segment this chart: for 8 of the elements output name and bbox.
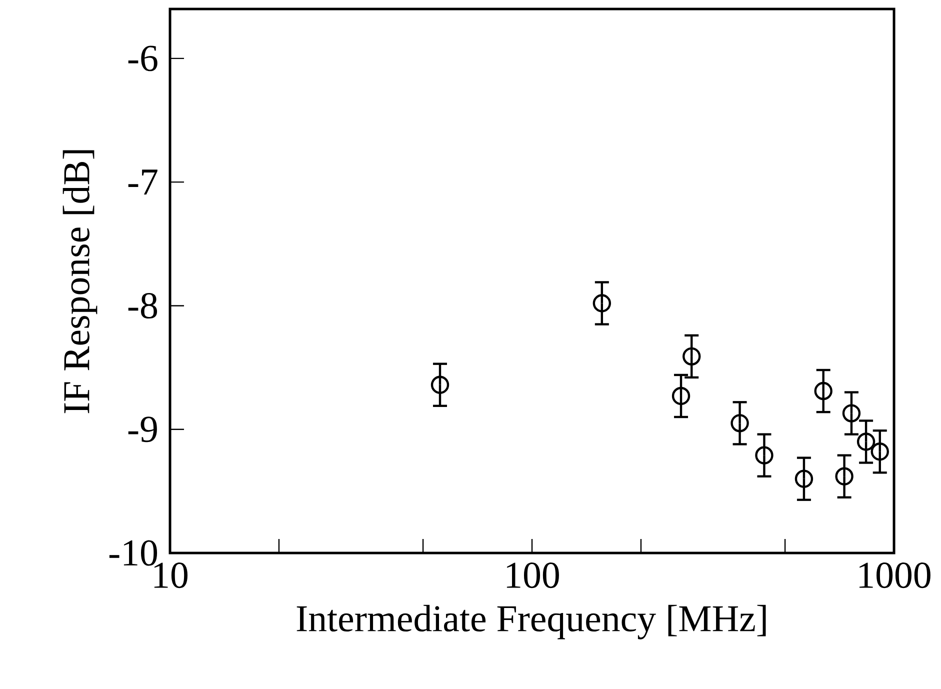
x-axis-title: Intermediate Frequency [MHz]	[296, 604, 766, 640]
y-tick-label: -7	[128, 170, 158, 194]
y-axis-title: IF Response [dB]	[62, 150, 98, 414]
x-tick-label: 1000	[859, 562, 930, 588]
y-tick-label: -8	[128, 292, 158, 318]
y-tick-label: -6	[128, 46, 158, 72]
x-tick-label: 100	[506, 562, 559, 588]
y-tick-label: -9	[128, 416, 157, 442]
